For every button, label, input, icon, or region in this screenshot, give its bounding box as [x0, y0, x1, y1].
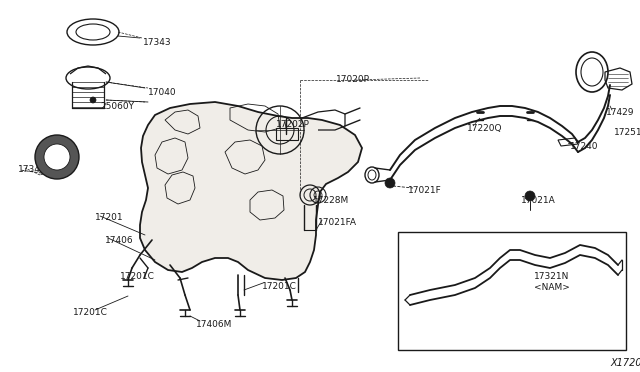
Text: 17321N: 17321N: [534, 272, 570, 281]
Text: 17040: 17040: [148, 88, 177, 97]
Text: 17251: 17251: [614, 128, 640, 137]
Text: 17429: 17429: [606, 108, 634, 117]
Text: X172003J: X172003J: [610, 358, 640, 368]
Text: 17240: 17240: [570, 142, 598, 151]
Text: 17202P: 17202P: [276, 120, 310, 129]
Text: 25060Y: 25060Y: [100, 102, 134, 111]
Circle shape: [35, 135, 79, 179]
Text: 17343: 17343: [143, 38, 172, 47]
Text: 17220Q: 17220Q: [467, 124, 502, 133]
Text: 17020P: 17020P: [336, 75, 370, 84]
Circle shape: [90, 97, 96, 103]
Text: 17406: 17406: [105, 236, 134, 245]
Text: 17406M: 17406M: [196, 320, 232, 329]
Text: 17342Q: 17342Q: [18, 165, 54, 174]
Text: 17201: 17201: [95, 213, 124, 222]
Text: 17201C: 17201C: [120, 272, 155, 281]
Circle shape: [385, 178, 395, 188]
Circle shape: [525, 191, 535, 201]
Text: 17021FA: 17021FA: [318, 218, 357, 227]
Text: 17228M: 17228M: [313, 196, 349, 205]
Text: <NAM>: <NAM>: [534, 283, 570, 292]
Text: 17201C: 17201C: [73, 308, 108, 317]
Text: 17201C: 17201C: [262, 282, 297, 291]
Text: 17021F: 17021F: [408, 186, 442, 195]
Polygon shape: [140, 102, 362, 280]
Circle shape: [44, 144, 70, 170]
Text: 17021A: 17021A: [521, 196, 556, 205]
